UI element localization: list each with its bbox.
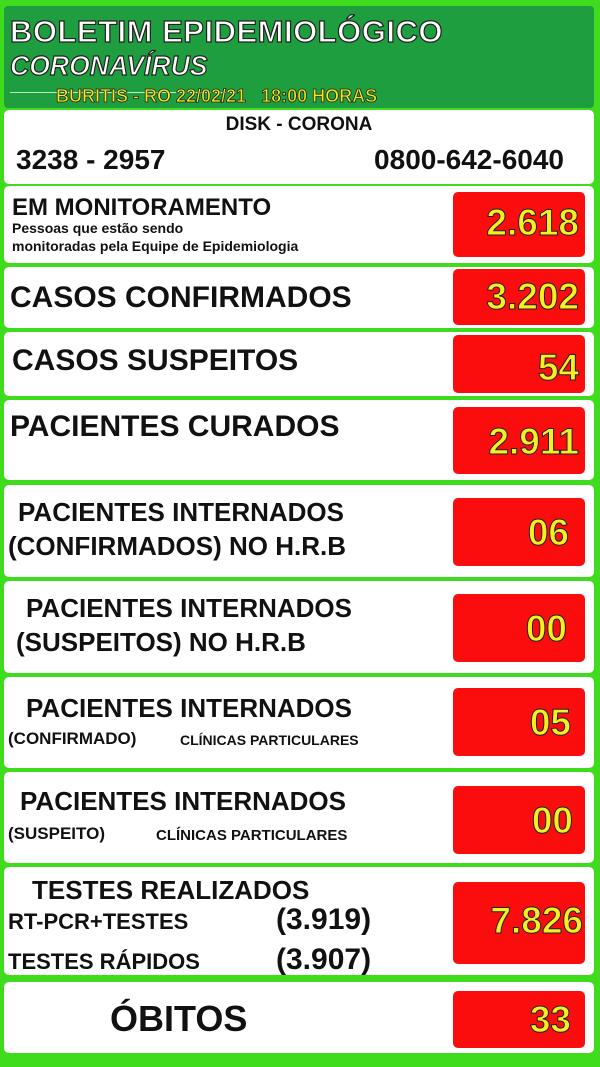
bulletin-title: BOLETIM EPIDEMIOLÓGICO	[9, 13, 443, 49]
stat-label: EM MONITORAMENTO	[12, 194, 272, 221]
stat-sub-value: (3.919)	[276, 903, 372, 936]
stat-pacientes-curados: PACIENTES CURADOS 2.911	[4, 400, 594, 480]
stat-label: PACIENTES INTERNADOS	[18, 497, 344, 527]
stat-sub: monitoradas pela Equipe de Epidemiologia	[12, 238, 299, 254]
stat-casos-confirmados: CASOS CONFIRMADOS 3.202	[4, 267, 594, 328]
stat-sub: (SUSPEITO)	[8, 824, 105, 843]
value-box: 05	[453, 688, 585, 756]
stat-internados-confirmado-clinicas: PACIENTES INTERNADOS (CONFIRMADO) CLÍNIC…	[4, 677, 594, 768]
stat-testes-realizados: TESTES REALIZADOS RT-PCR+TESTES (3.919) …	[4, 867, 594, 976]
stat-label: PACIENTES INTERNADOS	[26, 593, 352, 623]
stat-sub: CLÍNICAS PARTICULARES	[180, 732, 359, 748]
stat-value: 2.618	[486, 202, 580, 244]
stat-sub: Pessoas que estão sendo	[12, 220, 184, 236]
stat-sub: TESTES RÁPIDOS	[8, 949, 200, 974]
stat-sub-value: (3.907)	[276, 943, 372, 976]
stat-label: CASOS CONFIRMADOS	[10, 281, 352, 314]
stat-value: 06	[527, 512, 569, 554]
stat-value: 33	[529, 999, 571, 1041]
stat-sub: RT-PCR+TESTES	[8, 909, 189, 934]
stat-sub: CLÍNICAS PARTICULARES	[156, 827, 348, 844]
stat-value: 54	[537, 347, 579, 389]
stat-label: PACIENTES INTERNADOS	[26, 693, 352, 723]
value-box: 3.202	[453, 269, 585, 325]
value-box: 00	[453, 594, 585, 662]
stat-sub: (CONFIRMADOS) NO H.R.B	[8, 531, 346, 561]
stat-label: ÓBITOS	[110, 998, 248, 1039]
stat-label: TESTES REALIZADOS	[32, 875, 310, 905]
value-box: 06	[453, 498, 585, 566]
divider	[10, 92, 236, 93]
value-box: 7.826	[453, 882, 585, 964]
stat-value: 2.911	[488, 421, 580, 463]
value-box: 2.618	[453, 192, 585, 257]
stat-monitoramento: EM MONITORAMENTO Pessoas que estão sendo…	[4, 186, 594, 263]
stat-value: 05	[529, 702, 571, 744]
bulletin-subtitle: CORONAVÍRUS	[9, 49, 208, 81]
stat-value: 00	[525, 608, 567, 650]
stat-value: 3.202	[486, 276, 580, 318]
stat-value: 7.826	[490, 900, 584, 942]
stat-internados-suspeito-clinicas: PACIENTES INTERNADOS (SUSPEITO) CLÍNICAS…	[4, 772, 594, 863]
stat-internados-suspeitos-hrb: PACIENTES INTERNADOS (SUSPEITOS) NO H.R.…	[4, 581, 594, 673]
stat-value: 00	[531, 800, 573, 842]
value-box: 33	[453, 991, 585, 1048]
value-box: 54	[453, 335, 585, 393]
stat-sub: (SUSPEITOS) NO H.R.B	[16, 627, 306, 657]
stat-label: PACIENTES INTERNADOS	[20, 786, 346, 816]
stat-internados-confirmados-hrb: PACIENTES INTERNADOS (CONFIRMADOS) NO H.…	[4, 485, 594, 577]
stat-label: PACIENTES CURADOS	[10, 410, 340, 443]
disk-title: DISK - CORONA	[225, 114, 373, 135]
stat-label: CASOS SUSPEITOS	[12, 344, 299, 377]
phone-local: 3238 - 2957	[16, 144, 166, 175]
header-banner: BOLETIM EPIDEMIOLÓGICO CORONAVÍRUS BURIT…	[4, 6, 594, 108]
stat-sub: (CONFIRMADO)	[8, 729, 137, 748]
stat-casos-suspeitos: CASOS SUSPEITOS 54	[4, 332, 594, 396]
value-box: 2.911	[453, 407, 585, 474]
value-box: 00	[453, 786, 585, 854]
phone-tollfree: 0800-642-6040	[374, 144, 564, 175]
location-date: BURITIS - RO 22/02/21 18:00 HORAS	[56, 86, 378, 107]
stat-obitos: ÓBITOS 33	[4, 982, 594, 1053]
disk-corona-panel: DISK - CORONA 3238 - 2957 0800-642-6040	[4, 110, 594, 184]
